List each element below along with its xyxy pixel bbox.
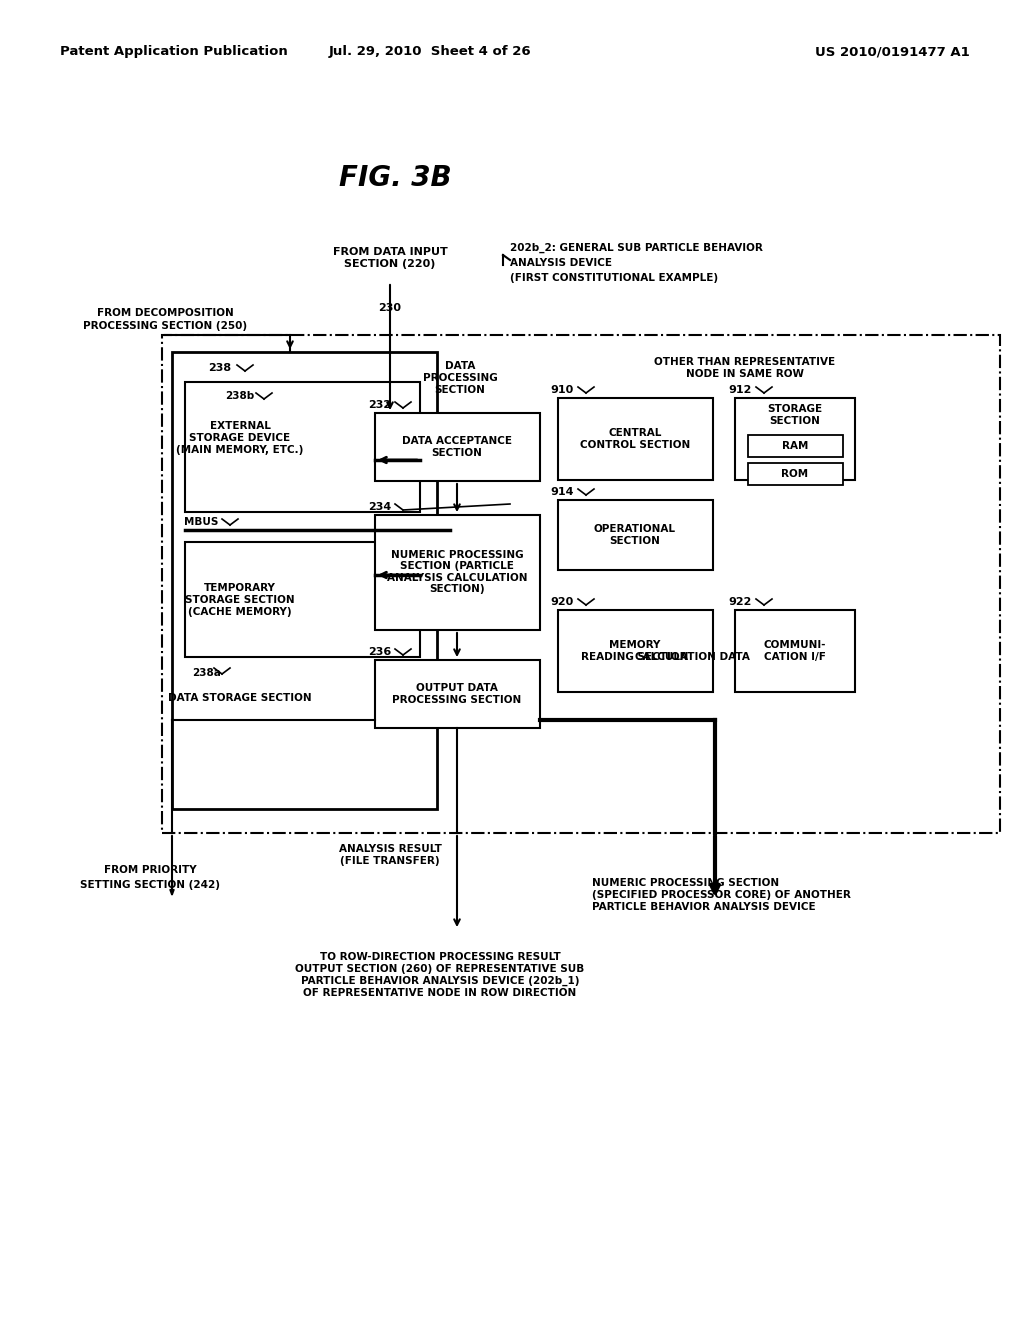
Text: DATA ACCEPTANCE
SECTION: DATA ACCEPTANCE SECTION bbox=[402, 436, 512, 458]
Text: 238: 238 bbox=[209, 363, 231, 374]
Text: NUMERIC PROCESSING SECTION
(SPECIFIED PROCESSOR CORE) OF ANOTHER
PARTICLE BEHAVI: NUMERIC PROCESSING SECTION (SPECIFIED PR… bbox=[592, 878, 851, 912]
Bar bbox=[735, 610, 855, 692]
Text: CENTRAL
CONTROL SECTION: CENTRAL CONTROL SECTION bbox=[580, 428, 690, 450]
Text: (FIRST CONSTITUTIONAL EXAMPLE): (FIRST CONSTITUTIONAL EXAMPLE) bbox=[510, 273, 718, 282]
Bar bbox=[185, 381, 420, 512]
Bar bbox=[375, 660, 540, 729]
Text: MBUS: MBUS bbox=[183, 517, 218, 527]
Text: NUMERIC PROCESSING
SECTION (PARTICLE
ANALYSIS CALCULATION
SECTION): NUMERIC PROCESSING SECTION (PARTICLE ANA… bbox=[387, 549, 527, 594]
Bar bbox=[748, 463, 843, 484]
Text: DATA STORAGE SECTION: DATA STORAGE SECTION bbox=[168, 693, 312, 704]
Text: PROCESSING SECTION (250): PROCESSING SECTION (250) bbox=[83, 321, 247, 331]
Text: MEMORY
READING SECTION: MEMORY READING SECTION bbox=[582, 640, 689, 661]
Text: FROM DECOMPOSITION: FROM DECOMPOSITION bbox=[96, 308, 233, 318]
Text: ANALYSIS RESULT
(FILE TRANSFER): ANALYSIS RESULT (FILE TRANSFER) bbox=[339, 845, 441, 866]
Text: COMMUNI-
CATION I/F: COMMUNI- CATION I/F bbox=[764, 640, 826, 661]
Text: OPERATIONAL
SECTION: OPERATIONAL SECTION bbox=[594, 524, 676, 545]
Text: 920: 920 bbox=[550, 597, 573, 607]
Text: FROM DATA INPUT
SECTION (220): FROM DATA INPUT SECTION (220) bbox=[333, 247, 447, 269]
Text: SETTING SECTION (242): SETTING SECTION (242) bbox=[80, 880, 220, 890]
Text: Jul. 29, 2010  Sheet 4 of 26: Jul. 29, 2010 Sheet 4 of 26 bbox=[329, 45, 531, 58]
Bar bbox=[172, 352, 437, 809]
Text: Patent Application Publication: Patent Application Publication bbox=[60, 45, 288, 58]
Text: 914: 914 bbox=[550, 487, 573, 498]
Text: ANALYSIS DEVICE: ANALYSIS DEVICE bbox=[510, 257, 612, 268]
Text: 234: 234 bbox=[369, 502, 391, 512]
Text: 912: 912 bbox=[728, 385, 752, 395]
Text: TO ROW-DIRECTION PROCESSING RESULT
OUTPUT SECTION (260) OF REPRESENTATIVE SUB
PA: TO ROW-DIRECTION PROCESSING RESULT OUTPU… bbox=[295, 953, 585, 998]
Text: DATA
PROCESSING
SECTION: DATA PROCESSING SECTION bbox=[423, 362, 498, 395]
Bar bbox=[375, 515, 540, 630]
Text: FIG. 3B: FIG. 3B bbox=[339, 164, 452, 191]
Text: OTHER THAN REPRESENTATIVE
NODE IN SAME ROW: OTHER THAN REPRESENTATIVE NODE IN SAME R… bbox=[654, 358, 836, 379]
Text: FROM PRIORITY: FROM PRIORITY bbox=[103, 865, 197, 875]
Text: 238b: 238b bbox=[225, 391, 255, 401]
Text: 232: 232 bbox=[369, 400, 391, 411]
Text: EXTERNAL
STORAGE DEVICE
(MAIN MEMORY, ETC.): EXTERNAL STORAGE DEVICE (MAIN MEMORY, ET… bbox=[176, 421, 304, 454]
Bar bbox=[375, 413, 540, 480]
Bar bbox=[558, 610, 713, 692]
Text: RAM: RAM bbox=[781, 441, 808, 451]
Text: 230: 230 bbox=[379, 304, 401, 313]
Text: STORAGE
SECTION: STORAGE SECTION bbox=[767, 404, 822, 426]
Text: 236: 236 bbox=[369, 647, 391, 657]
Bar bbox=[558, 500, 713, 570]
Bar bbox=[558, 399, 713, 480]
Text: 238a: 238a bbox=[193, 668, 221, 678]
Bar bbox=[185, 543, 420, 657]
Text: 910: 910 bbox=[550, 385, 573, 395]
Bar bbox=[162, 335, 1000, 833]
Text: 202b_2: GENERAL SUB PARTICLE BEHAVIOR: 202b_2: GENERAL SUB PARTICLE BEHAVIOR bbox=[510, 243, 763, 253]
Text: US 2010/0191477 A1: US 2010/0191477 A1 bbox=[815, 45, 970, 58]
Bar bbox=[748, 436, 843, 457]
Text: OUTPUT DATA
PROCESSING SECTION: OUTPUT DATA PROCESSING SECTION bbox=[392, 684, 521, 705]
Bar bbox=[735, 399, 855, 480]
Text: TEMPORARY
STORAGE SECTION
(CACHE MEMORY): TEMPORARY STORAGE SECTION (CACHE MEMORY) bbox=[185, 583, 295, 616]
Text: ROM: ROM bbox=[781, 469, 809, 479]
Text: 922: 922 bbox=[728, 597, 752, 607]
Text: CALCULATION DATA: CALCULATION DATA bbox=[635, 652, 750, 663]
